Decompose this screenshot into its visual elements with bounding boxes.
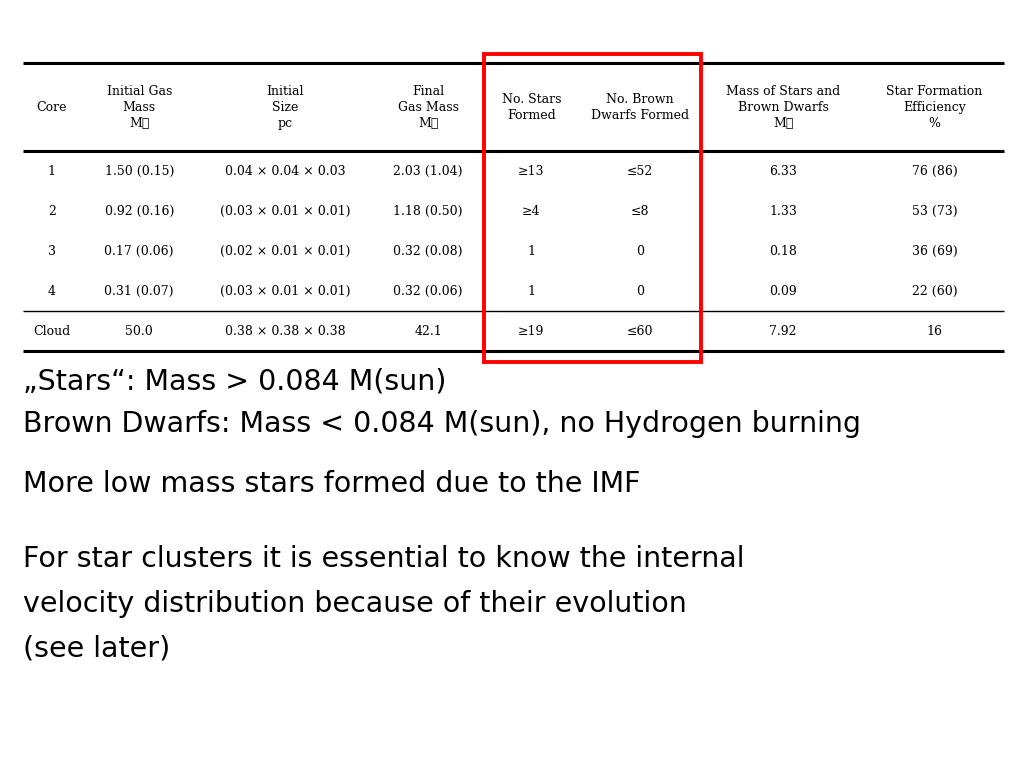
Text: 0.04 × 0.04 × 0.03: 0.04 × 0.04 × 0.03: [224, 165, 345, 177]
Text: 22 (60): 22 (60): [911, 285, 957, 297]
Text: 3: 3: [48, 245, 55, 257]
Text: Star Formation
Efficiency
%: Star Formation Efficiency %: [886, 84, 982, 130]
Text: 36 (69): 36 (69): [911, 245, 957, 257]
Text: 6.33: 6.33: [769, 165, 797, 177]
Text: velocity distribution because of their evolution: velocity distribution because of their e…: [23, 590, 686, 617]
Text: 0.32 (0.08): 0.32 (0.08): [393, 245, 463, 257]
Text: 0.18: 0.18: [769, 245, 797, 257]
Text: ≥19: ≥19: [518, 325, 545, 337]
Text: 1: 1: [527, 245, 536, 257]
Text: 0.31 (0.07): 0.31 (0.07): [104, 285, 174, 297]
Text: 42.1: 42.1: [415, 325, 442, 337]
Text: 1.50 (0.15): 1.50 (0.15): [104, 165, 174, 177]
Text: ≥13: ≥13: [518, 165, 545, 177]
Text: Initial
Size
pc: Initial Size pc: [266, 84, 304, 130]
Text: For star clusters it is essential to know the internal: For star clusters it is essential to kno…: [23, 545, 744, 573]
Text: Brown Dwarfs: Mass < 0.084 M(sun), no Hydrogen burning: Brown Dwarfs: Mass < 0.084 M(sun), no Hy…: [23, 410, 860, 438]
Text: Cloud: Cloud: [33, 325, 71, 337]
Text: 0.32 (0.06): 0.32 (0.06): [393, 285, 463, 297]
Text: 0: 0: [636, 245, 644, 257]
Bar: [484, 54, 701, 362]
Text: (0.03 × 0.01 × 0.01): (0.03 × 0.01 × 0.01): [220, 205, 350, 217]
Text: 0.92 (0.16): 0.92 (0.16): [104, 205, 174, 217]
Text: ≤60: ≤60: [627, 325, 653, 337]
Text: Core: Core: [37, 101, 67, 114]
Text: Mass of Stars and
Brown Dwarfs
M☉: Mass of Stars and Brown Dwarfs M☉: [726, 84, 841, 130]
Text: 2.03 (1.04): 2.03 (1.04): [393, 165, 463, 177]
Text: 1.18 (0.50): 1.18 (0.50): [393, 205, 463, 217]
Text: 0.17 (0.06): 0.17 (0.06): [104, 245, 174, 257]
Text: ≤52: ≤52: [627, 165, 653, 177]
Text: ≥4: ≥4: [522, 205, 541, 217]
Text: 76 (86): 76 (86): [911, 165, 957, 177]
Text: (see later): (see later): [23, 634, 170, 662]
Text: ≤8: ≤8: [631, 205, 649, 217]
Text: 4: 4: [48, 285, 55, 297]
Text: (0.02 × 0.01 × 0.01): (0.02 × 0.01 × 0.01): [220, 245, 350, 257]
Text: (0.03 × 0.01 × 0.01): (0.03 × 0.01 × 0.01): [220, 285, 350, 297]
Text: More low mass stars formed due to the IMF: More low mass stars formed due to the IM…: [23, 470, 640, 498]
Text: 50.0: 50.0: [125, 325, 153, 337]
Text: No. Stars
Formed: No. Stars Formed: [502, 93, 561, 121]
Text: 1: 1: [48, 165, 55, 177]
Text: Initial Gas
Mass
M☉: Initial Gas Mass M☉: [106, 84, 172, 130]
Text: 0.38 × 0.38 × 0.38: 0.38 × 0.38 × 0.38: [224, 325, 345, 337]
Text: 2: 2: [48, 205, 55, 217]
Text: „Stars“: Mass > 0.084 M(sun): „Stars“: Mass > 0.084 M(sun): [23, 368, 445, 396]
Text: 53 (73): 53 (73): [911, 205, 957, 217]
Text: 7.92: 7.92: [769, 325, 797, 337]
Text: Final
Gas Mass
M☉: Final Gas Mass M☉: [397, 84, 459, 130]
Text: 0.09: 0.09: [769, 285, 797, 297]
Text: 1.33: 1.33: [769, 205, 797, 217]
Text: 16: 16: [927, 325, 942, 337]
Text: 0: 0: [636, 285, 644, 297]
Text: No. Brown
Dwarfs Formed: No. Brown Dwarfs Formed: [591, 93, 689, 121]
Text: 1: 1: [527, 285, 536, 297]
